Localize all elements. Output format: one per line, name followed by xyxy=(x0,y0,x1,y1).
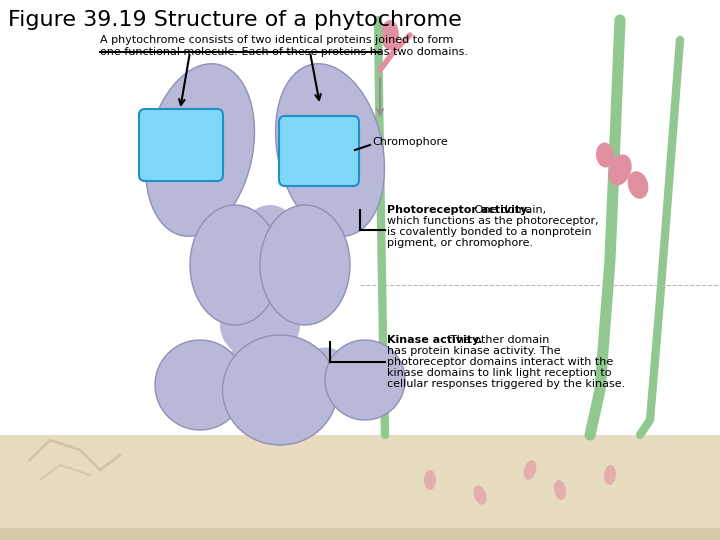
Text: photoreceptor domains interact with the: photoreceptor domains interact with the xyxy=(387,357,613,367)
Bar xyxy=(0,528,720,540)
Bar xyxy=(0,435,720,540)
Ellipse shape xyxy=(276,64,384,237)
Text: which functions as the photoreceptor,: which functions as the photoreceptor, xyxy=(387,216,598,226)
FancyBboxPatch shape xyxy=(139,109,223,181)
FancyBboxPatch shape xyxy=(279,116,359,186)
Text: A phytochrome consists of two identical proteins joined to form
one functional m: A phytochrome consists of two identical … xyxy=(100,35,468,57)
Ellipse shape xyxy=(628,171,648,199)
Ellipse shape xyxy=(474,485,487,504)
Ellipse shape xyxy=(145,64,254,237)
Ellipse shape xyxy=(325,340,405,420)
Ellipse shape xyxy=(596,143,614,167)
Ellipse shape xyxy=(523,460,536,480)
Text: cellular responses triggered by the kinase.: cellular responses triggered by the kina… xyxy=(387,379,625,389)
Text: has protein kinase activity. The: has protein kinase activity. The xyxy=(387,346,561,356)
Ellipse shape xyxy=(222,335,338,445)
Ellipse shape xyxy=(260,205,350,325)
Text: Figure 39.19 Structure of a phytochrome: Figure 39.19 Structure of a phytochrome xyxy=(8,10,462,30)
Ellipse shape xyxy=(190,205,280,325)
Ellipse shape xyxy=(210,350,270,410)
Bar xyxy=(0,0,720,435)
Ellipse shape xyxy=(235,205,305,305)
Text: One domain,: One domain, xyxy=(387,205,546,215)
Ellipse shape xyxy=(220,290,300,360)
Text: is covalently bonded to a nonprotein: is covalently bonded to a nonprotein xyxy=(387,227,592,237)
Text: Photoreceptor activity.: Photoreceptor activity. xyxy=(387,205,531,215)
Text: kinase domains to link light reception to: kinase domains to link light reception t… xyxy=(387,368,611,378)
Ellipse shape xyxy=(297,348,353,402)
Ellipse shape xyxy=(604,465,616,485)
Text: The other domain: The other domain xyxy=(387,335,549,345)
Ellipse shape xyxy=(424,470,436,490)
Text: Kinase activity.: Kinase activity. xyxy=(387,335,482,345)
Ellipse shape xyxy=(608,154,631,186)
Ellipse shape xyxy=(381,20,399,50)
Ellipse shape xyxy=(554,480,566,500)
Text: pigment, or chromophore.: pigment, or chromophore. xyxy=(387,238,533,248)
Text: Chromophore: Chromophore xyxy=(372,137,448,147)
Ellipse shape xyxy=(155,340,245,430)
